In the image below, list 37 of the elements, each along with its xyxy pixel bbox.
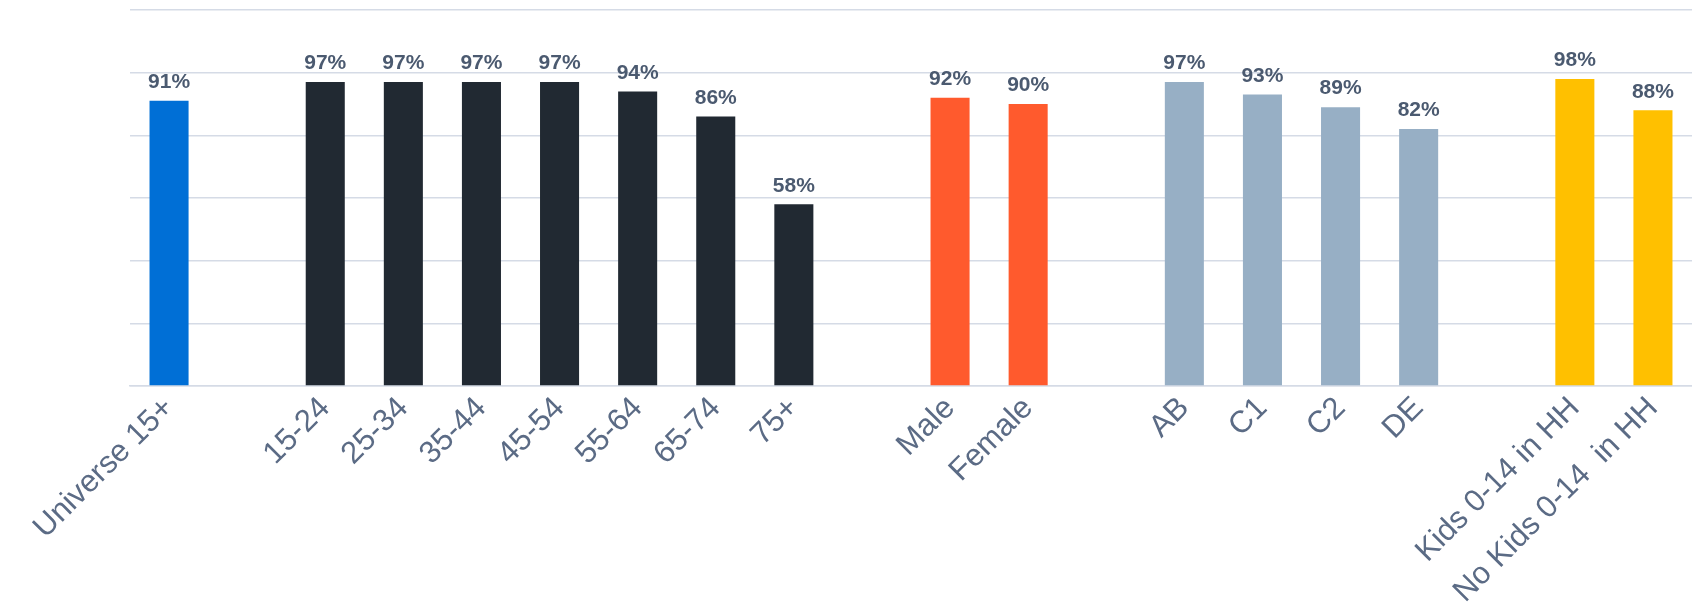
data-label: 93%: [1241, 62, 1284, 86]
data-label: 97%: [538, 50, 581, 74]
data-label: 98%: [1553, 47, 1597, 71]
bar: [1008, 104, 1048, 386]
bar: [1164, 82, 1204, 386]
bar: [930, 97, 970, 386]
data-label: 97%: [382, 50, 425, 74]
bar: [1242, 94, 1282, 386]
data-label: 90%: [1007, 72, 1050, 96]
bar: [696, 116, 736, 386]
bar: [1399, 129, 1439, 386]
bar: [1555, 78, 1595, 386]
bar: [1321, 107, 1361, 386]
bar: [305, 82, 345, 386]
data-label: 97%: [1163, 50, 1206, 74]
data-label: 89%: [1319, 75, 1362, 99]
bar: [774, 204, 814, 386]
x-tick-label: AB: [1141, 389, 1196, 444]
data-label: 82%: [1397, 97, 1440, 121]
bar: [461, 82, 501, 386]
bar: [540, 82, 580, 386]
data-label: 92%: [929, 66, 972, 90]
data-label: 88%: [1631, 78, 1675, 102]
data-label: 94%: [616, 59, 659, 83]
bar: [149, 100, 189, 386]
x-tick-label: DE: [1374, 389, 1430, 445]
bar: [1633, 110, 1673, 386]
x-tick-label: C1: [1220, 389, 1274, 443]
data-label: 91%: [148, 69, 191, 93]
data-label: 58%: [772, 172, 816, 196]
x-tick-label: 75+: [742, 389, 805, 452]
data-label: 97%: [304, 50, 347, 74]
x-tick-label: C2: [1298, 389, 1352, 443]
data-label: 86%: [694, 84, 738, 108]
bar: [383, 82, 423, 386]
data-label: 97%: [460, 50, 503, 74]
bar: [618, 91, 658, 386]
